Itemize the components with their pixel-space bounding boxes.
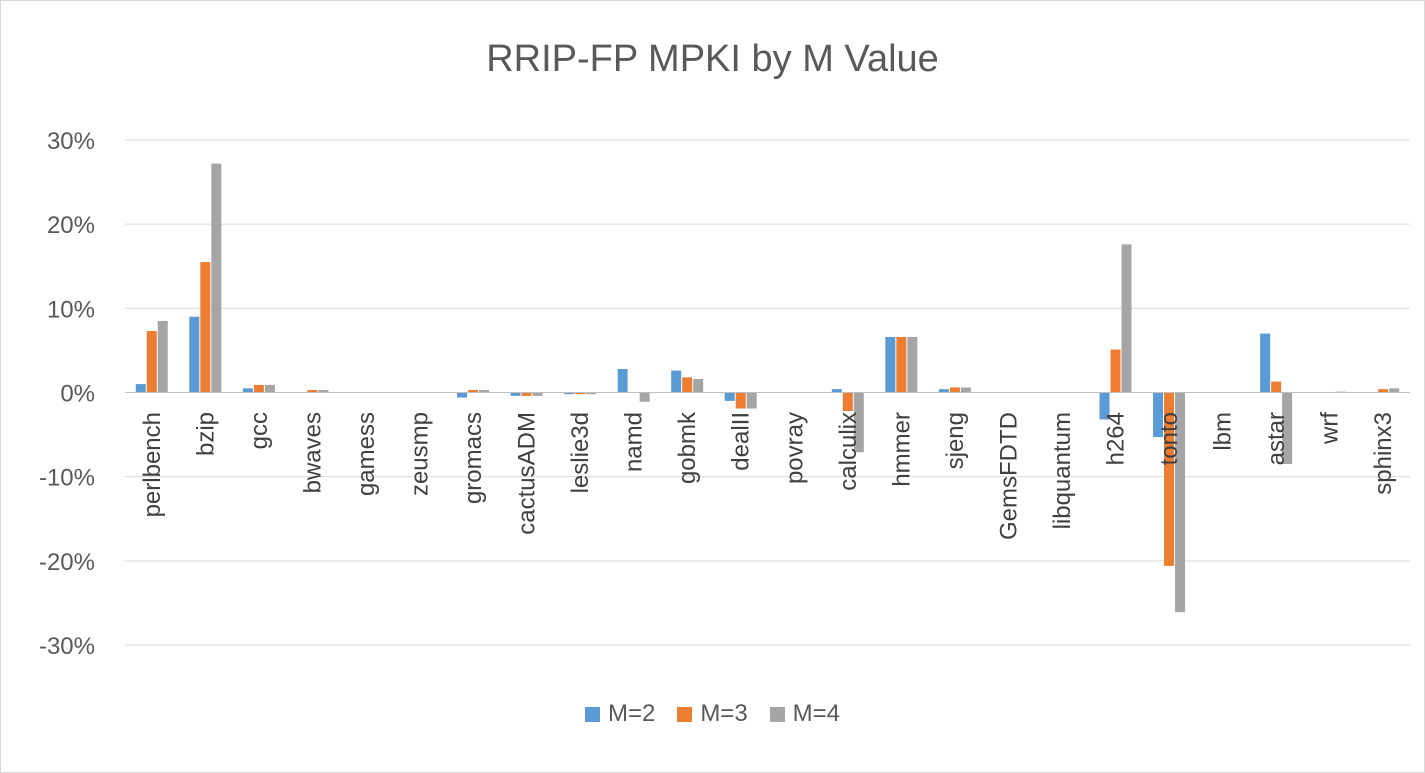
bar-namd-M=4 bbox=[639, 392, 650, 402]
category-label-dealII: dealII bbox=[728, 412, 755, 471]
legend-label: M=4 bbox=[792, 700, 841, 727]
category-label-gobmk: gobmk bbox=[674, 411, 701, 484]
bar-perlbench-M=2 bbox=[135, 384, 146, 393]
bar-h264-M=4 bbox=[1121, 244, 1132, 393]
bar-leslie3d-M=2 bbox=[564, 392, 575, 395]
category-label-tonto: tonto bbox=[1156, 412, 1183, 465]
bar-bwaves-M=4 bbox=[318, 389, 329, 393]
bar-calculix-M=4 bbox=[853, 392, 864, 453]
bar-astar-M=4 bbox=[1282, 392, 1293, 465]
category-label-lbm: lbm bbox=[1210, 412, 1237, 451]
bar-h264-M=3 bbox=[1110, 349, 1121, 393]
bar-hmmer-M=3 bbox=[896, 336, 907, 393]
legend-swatch bbox=[769, 706, 785, 722]
bar-gobmk-M=3 bbox=[682, 377, 693, 393]
legend-label: M=3 bbox=[700, 700, 748, 727]
bar-gobmk-M=2 bbox=[671, 370, 682, 393]
y-tick-label: -30% bbox=[39, 633, 95, 660]
bar-gromacs-M=4 bbox=[479, 389, 490, 393]
category-label-gcc: gcc bbox=[246, 412, 273, 449]
bar-sphinx3-M=4 bbox=[1389, 388, 1400, 393]
category-label-bwaves: bwaves bbox=[299, 412, 326, 493]
bar-gcc-M=2 bbox=[242, 388, 253, 393]
bar-dealII-M=2 bbox=[724, 392, 735, 401]
legend-item-M=4: M=4 bbox=[769, 700, 841, 728]
category-label-libquantum: libquantum bbox=[1049, 412, 1076, 529]
bar-bzip-M=2 bbox=[189, 316, 200, 393]
bar-dealII-M=3 bbox=[735, 392, 746, 409]
y-tick-label: -10% bbox=[39, 465, 95, 492]
category-label-wrf: wrf bbox=[1317, 412, 1344, 445]
category-label-calculix: calculix bbox=[835, 412, 862, 491]
bar-namd-M=2 bbox=[617, 368, 628, 393]
legend-swatch bbox=[677, 706, 693, 722]
chart-title: RRIP-FP MPKI by M Value bbox=[486, 38, 939, 80]
legend: M=2 M=3 M=4 bbox=[0, 700, 1425, 728]
category-label-h264: h264 bbox=[1103, 412, 1130, 465]
category-label-bzip: bzip bbox=[192, 412, 219, 456]
y-tick-label: 20% bbox=[47, 212, 95, 239]
bar-bzip-M=4 bbox=[211, 163, 222, 393]
bar-sjeng-M=3 bbox=[949, 387, 960, 393]
bar-tonto-M=3 bbox=[1164, 392, 1175, 566]
legend-item-M=3: M=3 bbox=[677, 700, 748, 728]
category-label-hmmer: hmmer bbox=[888, 412, 915, 487]
bar-calculix-M=2 bbox=[831, 389, 842, 393]
bar-astar-M=3 bbox=[1271, 381, 1282, 393]
category-label-sphinx3: sphinx3 bbox=[1370, 412, 1397, 495]
category-label-leslie3d: leslie3d bbox=[567, 412, 594, 493]
y-tick-label: 10% bbox=[47, 296, 95, 323]
bar-hmmer-M=2 bbox=[885, 336, 896, 393]
bar-sjeng-M=4 bbox=[960, 387, 971, 393]
legend-item-M=2: M=2 bbox=[584, 700, 656, 728]
bar-leslie3d-M=4 bbox=[586, 392, 597, 395]
category-label-povray: povray bbox=[781, 412, 808, 484]
bar-leslie3d-M=3 bbox=[575, 392, 586, 395]
bar-gobmk-M=4 bbox=[693, 379, 704, 393]
bar-gcc-M=3 bbox=[253, 384, 264, 393]
category-label-gromacs: gromacs bbox=[460, 412, 487, 504]
gridlines bbox=[125, 139, 1410, 646]
bar-cactusADM-M=4 bbox=[532, 392, 543, 396]
category-label-GemsFDTD: GemsFDTD bbox=[995, 412, 1022, 540]
category-label-perlbench: perlbench bbox=[139, 412, 166, 517]
category-labels: perlbench bzip gcc bwaves gamess zeusmp gromac… bbox=[139, 411, 1397, 540]
category-label-gamess: gamess bbox=[353, 412, 380, 496]
bar-cactusADM-M=2 bbox=[510, 392, 521, 396]
legend-swatch bbox=[584, 706, 600, 722]
bars bbox=[135, 163, 1400, 613]
bar-hmmer-M=4 bbox=[907, 336, 918, 393]
y-tick-label: -20% bbox=[39, 549, 95, 576]
bar-h264-M=2 bbox=[1099, 392, 1110, 420]
category-label-sjeng: sjeng bbox=[942, 412, 969, 469]
bar-gcc-M=4 bbox=[264, 384, 275, 393]
bar-cactusADM-M=3 bbox=[521, 392, 532, 396]
bar-calculix-M=3 bbox=[842, 392, 853, 412]
bar-tonto-M=4 bbox=[1175, 392, 1186, 613]
bar-sjeng-M=2 bbox=[938, 389, 949, 393]
bar-bwaves-M=3 bbox=[307, 389, 318, 393]
y-tick-label: 0% bbox=[60, 381, 95, 408]
category-label-astar: astar bbox=[1263, 412, 1290, 465]
bar-tonto-M=2 bbox=[1153, 392, 1164, 438]
bar-perlbench-M=3 bbox=[146, 331, 157, 393]
bar-gromacs-M=3 bbox=[468, 389, 479, 393]
bar-sphinx3-M=3 bbox=[1378, 389, 1389, 393]
bar-dealII-M=4 bbox=[746, 392, 757, 409]
category-label-zeusmp: zeusmp bbox=[406, 412, 433, 496]
bar-bzip-M=3 bbox=[200, 262, 211, 393]
legend-label: M=2 bbox=[607, 700, 656, 727]
bar-perlbench-M=4 bbox=[157, 320, 168, 393]
category-label-cactusADM: cactusADM bbox=[514, 412, 541, 535]
bar-gromacs-M=2 bbox=[457, 392, 468, 398]
bar-astar-M=2 bbox=[1260, 333, 1271, 393]
y-tick-label: 30% bbox=[47, 128, 95, 155]
category-label-namd: namd bbox=[621, 412, 648, 472]
y-axis-tick-labels: 30% 20% 10% 0% -10% -20% -30% bbox=[39, 128, 95, 660]
